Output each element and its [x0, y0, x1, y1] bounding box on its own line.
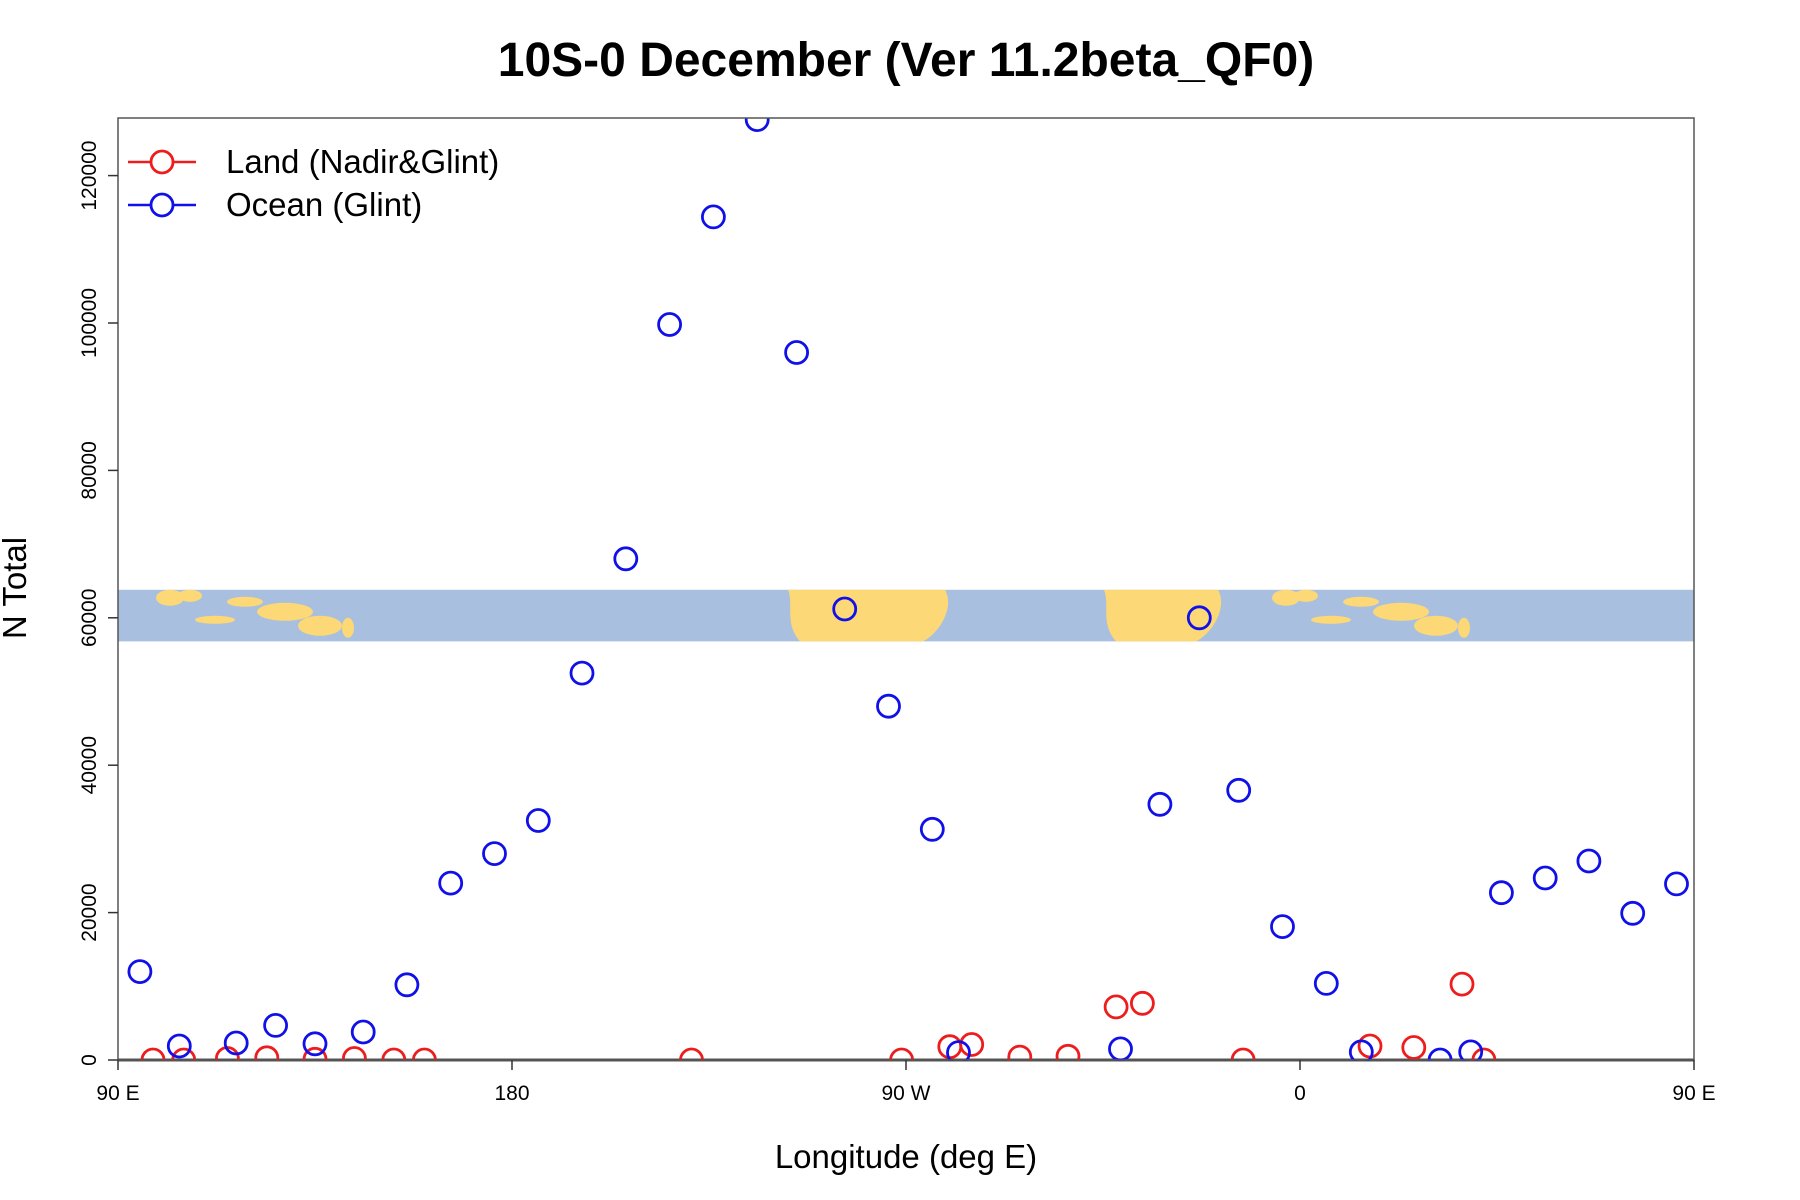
map-island-borneo [178, 589, 202, 602]
ocean-point-33 [1664, 871, 1689, 897]
map-island-new-guinea [257, 602, 313, 621]
ocean-point-3 [263, 1013, 289, 1038]
ocean-point-14 [744, 118, 770, 132]
ocean-point-26 [1348, 1039, 1374, 1061]
ocean-point-2 [223, 1030, 249, 1056]
ocean-point-0 [127, 959, 153, 984]
legend-marker-0 [149, 149, 175, 175]
map-island-sumatra [156, 589, 184, 606]
ocean-point-30 [1532, 865, 1558, 891]
map-island-java [195, 615, 235, 624]
ocean-point-29 [1489, 880, 1514, 906]
legend-marker-1 [149, 192, 175, 218]
x-axis-label: Longitude (deg E) [775, 1138, 1037, 1175]
map-island-java-repeat [1311, 615, 1351, 624]
ocean-point-32 [1620, 900, 1646, 926]
x-tick-label-2: 90 W [881, 1082, 930, 1105]
ocean-point-31 [1576, 848, 1602, 874]
y-tick-label-2: 40000 [78, 736, 101, 794]
ocean-point-19 [946, 1040, 971, 1061]
land-point-15 [1130, 990, 1155, 1016]
map-island-australia-north-repeat [1414, 615, 1458, 636]
ocean-point-6 [394, 972, 420, 998]
y-axis: 0 20000 40000 60000 80000 100000 120000 [78, 141, 118, 1066]
ocean-point-7 [438, 870, 464, 896]
y-axis-label: N Total [0, 537, 33, 639]
map-land-africa [1104, 589, 1222, 642]
ocean-point-23 [1226, 777, 1252, 803]
ocean-point-9 [525, 808, 551, 833]
ocean-point-12 [657, 312, 682, 337]
y-tick-label-5: 100000 [78, 288, 101, 358]
map-land-south-america [788, 589, 949, 642]
ocean-point-11 [613, 546, 639, 572]
latitude-band-map [118, 589, 1694, 642]
x-tick-label-0: 90 E [96, 1082, 139, 1105]
land-point-22 [1784, 1049, 1800, 1071]
ocean-point-5 [350, 1019, 376, 1045]
y-tick-label-6: 120000 [78, 141, 101, 211]
map-island-cape-york [342, 617, 354, 638]
ocean-point-24 [1270, 914, 1295, 939]
legend-label-0: Land (Nadir&Glint) [226, 143, 499, 180]
ocean-point-18 [919, 816, 945, 842]
ocean-point-15 [784, 340, 809, 365]
x-tick-label-3: 0 [1294, 1082, 1306, 1105]
land-point-14 [1103, 994, 1129, 1020]
land-point-13 [1055, 1043, 1081, 1061]
land-point-19 [1449, 971, 1475, 997]
ocean-point-4 [302, 1031, 328, 1057]
land-point-11 [959, 1032, 985, 1057]
land-point-18 [1401, 1035, 1427, 1060]
y-tick-label-0: 0 [78, 1054, 101, 1066]
x-tick-label-1: 180 [494, 1082, 529, 1105]
land-point-3 [254, 1045, 280, 1061]
y-tick-label-3: 60000 [78, 589, 101, 647]
y-tick-label-4: 80000 [78, 441, 101, 499]
ocean-point-16 [832, 596, 858, 622]
ocean-point-17 [876, 693, 901, 719]
ocean-point-34 [1709, 961, 1731, 983]
map-island-cape-york-repeat [1458, 617, 1470, 638]
map-island-sulawesi-repeat [1343, 596, 1379, 607]
y-tick-label-1: 20000 [78, 883, 101, 941]
chart-title: 10S-0 December (Ver 11.2beta_QF0) [498, 34, 1314, 87]
plot-frame [117, 117, 1695, 1061]
ocean-point-21 [1147, 791, 1173, 817]
land-point-21 [1727, 1049, 1749, 1071]
map-island-sulawesi [227, 596, 263, 607]
land-point-5 [342, 1046, 367, 1061]
ocean-point-20 [1108, 1036, 1133, 1061]
ocean-point-25 [1313, 971, 1339, 996]
ocean-point-28 [1458, 1039, 1484, 1061]
ocean-point-10 [569, 660, 595, 686]
ocean-point-35 [1753, 1035, 1775, 1057]
ocean-point-1 [166, 1033, 192, 1059]
map-island-borneo-repeat [1294, 589, 1318, 602]
ocean-point-8 [482, 841, 507, 866]
x-tick-label-4: 90 E [1672, 1082, 1715, 1105]
map-island-new-guinea-repeat [1373, 602, 1429, 621]
ocean-point-22 [1186, 605, 1212, 631]
map-island-sumatra-repeat [1272, 589, 1300, 606]
ocean-point-13 [701, 204, 726, 230]
land-point-12 [1007, 1044, 1033, 1061]
map-island-australia-north [298, 615, 342, 636]
legend-label-1: Ocean (Glint) [226, 186, 422, 223]
legend: Land (Nadir&Glint) Ocean (Glint) [128, 143, 499, 223]
